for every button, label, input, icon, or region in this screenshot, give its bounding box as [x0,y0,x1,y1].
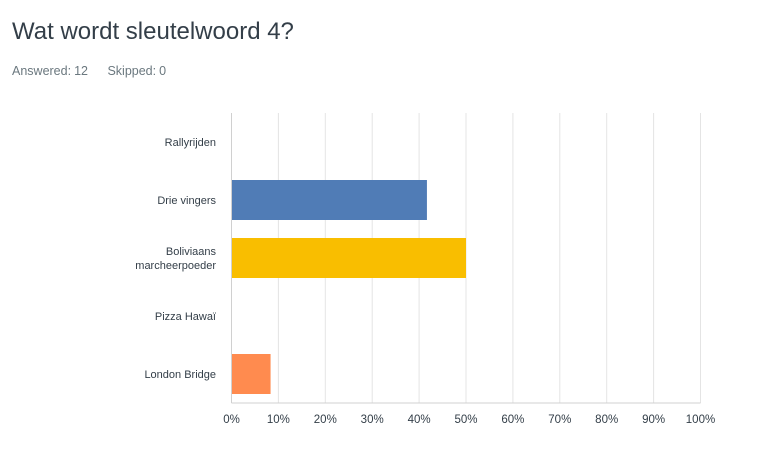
x-tick-label: 10% [267,414,290,426]
answered-stat: Answered: 12 [12,64,88,78]
response-stats: Answered: 12 Skipped: 0 [12,64,182,78]
category-label: Pizza Hawaï [155,311,217,323]
x-tick-label: 20% [314,414,337,426]
x-tick-label: 100% [686,414,715,426]
x-tick-label: 0% [223,414,240,426]
answered-label: Answered: [12,64,72,78]
bar [231,238,466,278]
bar [231,354,271,394]
skipped-label: Skipped: [107,64,157,78]
x-tick-label: 40% [408,414,431,426]
x-tick-label: 70% [548,414,571,426]
category-label: London Bridge [144,369,216,381]
skipped-stat: Skipped: 0 [107,64,166,78]
x-tick-label: 50% [454,414,477,426]
answered-count: 12 [74,64,88,78]
x-tick-label: 80% [595,414,618,426]
category-label: Boliviaans marcheerpoeder [135,246,216,272]
category-label: Rallyrijden [165,137,216,149]
category-label: Drie vingers [157,195,216,207]
question-title: Wat wordt sleutelwoord 4? [12,18,294,45]
x-tick-label: 30% [361,414,384,426]
x-tick-label: 90% [642,414,665,426]
x-tick-label: 60% [501,414,524,426]
bar [231,180,427,220]
skipped-count: 0 [159,64,167,78]
